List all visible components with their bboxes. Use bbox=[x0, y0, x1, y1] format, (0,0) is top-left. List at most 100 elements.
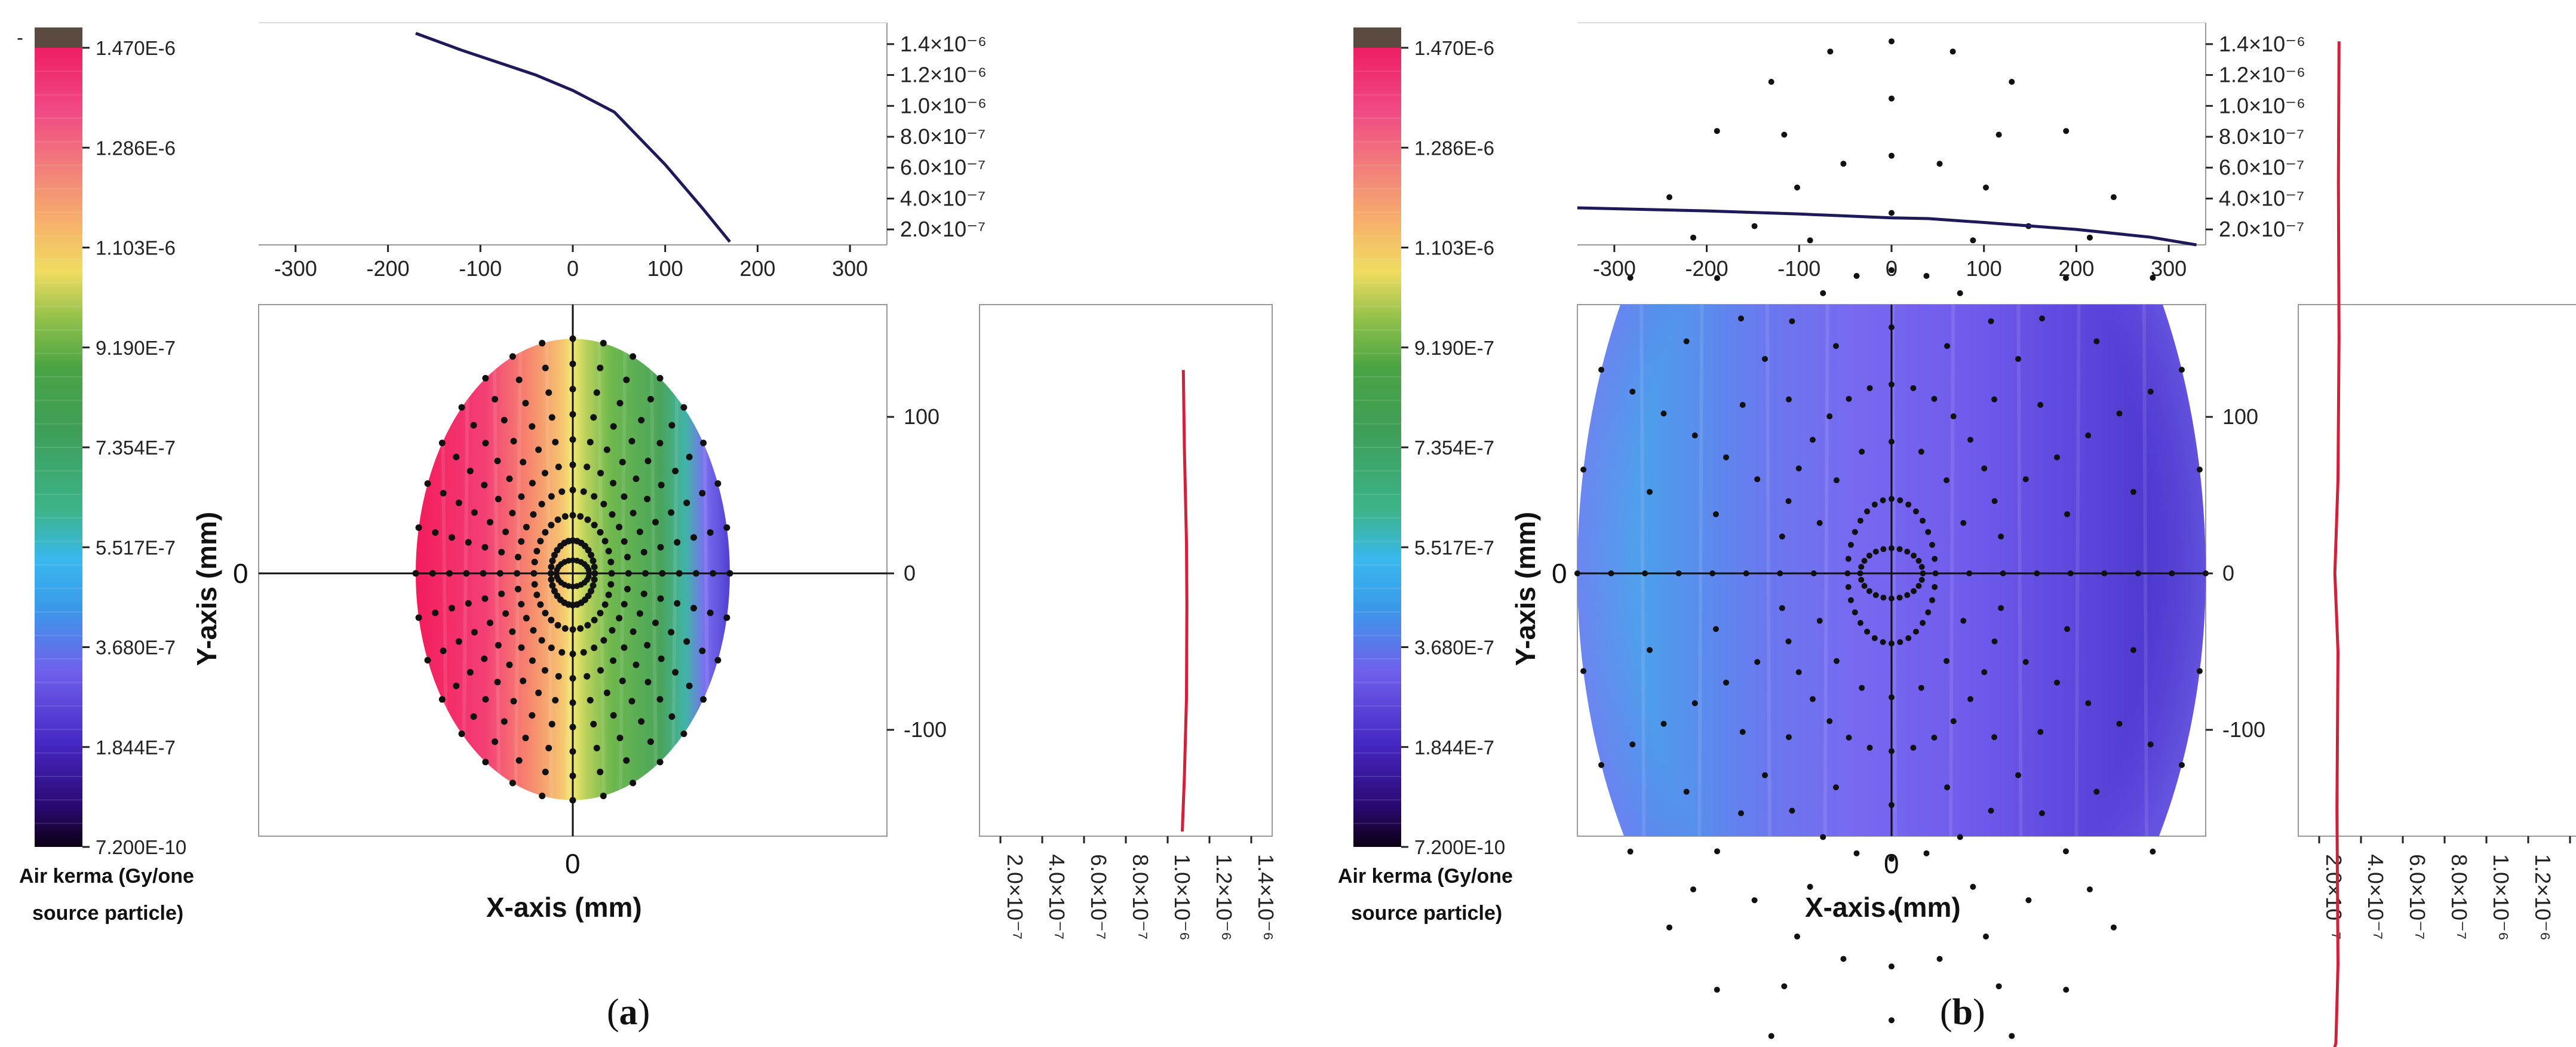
measurement-point bbox=[1991, 638, 1998, 644]
top-profile-x-tick-label: -100 bbox=[459, 256, 502, 281]
measurement-point bbox=[509, 628, 516, 635]
measurement-point bbox=[591, 563, 598, 570]
measurement-point bbox=[1910, 744, 1917, 751]
measurement-point bbox=[539, 340, 546, 347]
measurement-point bbox=[587, 438, 594, 446]
measurement-point bbox=[1889, 496, 1895, 502]
measurement-point bbox=[1810, 570, 1817, 576]
measurement-point bbox=[1889, 152, 1895, 159]
measurement-point bbox=[1809, 696, 1816, 702]
measurement-point bbox=[1998, 605, 2004, 612]
top-profile-y-tick-label: 6.0×10⁻⁷ bbox=[2219, 155, 2304, 180]
measurement-point bbox=[569, 512, 576, 519]
top-profile-x-tick-label: 100 bbox=[1966, 256, 2002, 281]
measurement-point bbox=[621, 644, 628, 651]
measurement-point bbox=[542, 769, 549, 776]
side-profile-line bbox=[1181, 370, 1189, 832]
measurement-point bbox=[523, 615, 530, 622]
measurement-point bbox=[496, 570, 503, 577]
measurement-point bbox=[707, 529, 714, 536]
measurement-point bbox=[1845, 555, 1852, 562]
measurement-point bbox=[2178, 367, 2185, 373]
measurement-point bbox=[569, 486, 576, 493]
measurement-point bbox=[680, 404, 687, 411]
measurement-point bbox=[1844, 570, 1851, 576]
measurement-point bbox=[569, 675, 576, 682]
measurement-point bbox=[1929, 597, 1936, 603]
colorbar-title-line2: source particle) bbox=[1351, 902, 1502, 925]
top-profile-x-tick-label: -300 bbox=[274, 256, 317, 281]
center-ring-point bbox=[1918, 564, 1925, 570]
measurement-point bbox=[1880, 639, 1886, 646]
measurement-point bbox=[1932, 555, 1938, 562]
measurement-point bbox=[2085, 700, 2092, 707]
measurement-point bbox=[1714, 987, 1720, 993]
colorbar-title-line1: Air kerma (Gy/one bbox=[19, 865, 194, 888]
measurement-point bbox=[522, 735, 529, 742]
measurement-point bbox=[1889, 324, 1895, 331]
measurement-point bbox=[531, 558, 538, 566]
measurement-point bbox=[518, 644, 525, 651]
measurement-point bbox=[509, 509, 516, 517]
measurement-point bbox=[623, 376, 630, 383]
measurement-point bbox=[529, 423, 536, 430]
measurement-point bbox=[1754, 659, 1761, 665]
measurement-point bbox=[2064, 626, 2071, 633]
top-profile-y-tick-label: 1.2×10⁻⁶ bbox=[900, 63, 987, 87]
measurement-point bbox=[656, 374, 664, 382]
measurement-point bbox=[569, 626, 576, 633]
side-profile-x-tick-label: 1.0×10⁻⁶ bbox=[2489, 854, 2513, 941]
measurement-point bbox=[652, 619, 659, 627]
measurement-point bbox=[1864, 508, 1871, 515]
top-profile-y-tick-label: 6.0×10⁻⁷ bbox=[900, 155, 985, 180]
measurement-point bbox=[2015, 355, 2022, 362]
measurement-point bbox=[558, 649, 566, 656]
top-profile-x-tick-label: -200 bbox=[367, 256, 410, 281]
measurement-point bbox=[1751, 897, 1758, 904]
measurement-point bbox=[1781, 983, 1788, 990]
center-ring-point bbox=[1866, 552, 1872, 559]
measurement-point bbox=[591, 493, 598, 500]
measurement-point bbox=[2093, 338, 2100, 345]
measurement-point bbox=[1751, 223, 1758, 229]
measurement-point bbox=[1957, 290, 1963, 296]
top-profile-x-tick-label: -300 bbox=[1593, 256, 1636, 281]
measurement-point bbox=[1912, 628, 1919, 635]
measurement-point bbox=[1580, 466, 1587, 473]
measurement-point bbox=[535, 446, 542, 453]
center-ring-point bbox=[1896, 546, 1903, 552]
measurement-point bbox=[2116, 720, 2123, 727]
center-ring-point bbox=[1858, 564, 1865, 570]
measurement-point bbox=[680, 730, 687, 738]
measurement-point bbox=[1923, 850, 1930, 856]
measurement-point bbox=[539, 793, 546, 800]
measurement-point bbox=[674, 600, 681, 607]
panel-b: 7.200E-10 1.844E-7 3.680E-7 5.517E-7 7.354E-… bbox=[1338, 22, 2576, 1047]
measurement-point bbox=[1983, 184, 1989, 191]
measurement-point bbox=[640, 549, 647, 556]
measurement-point bbox=[2063, 987, 2070, 993]
measurement-point bbox=[2063, 128, 2070, 134]
measurement-point bbox=[1714, 848, 1721, 855]
top-profile-line bbox=[415, 32, 731, 243]
measurement-points bbox=[412, 335, 733, 804]
measurement-point bbox=[548, 616, 555, 624]
top-profile-y-tick-label: 2.0×10⁻⁷ bbox=[900, 217, 985, 241]
measurement-point bbox=[690, 534, 697, 541]
measurement-point bbox=[1905, 501, 1912, 508]
measurement-point bbox=[1761, 772, 1768, 778]
measurement-point bbox=[597, 469, 604, 477]
measurement-point bbox=[492, 395, 499, 403]
measurement-point bbox=[455, 499, 462, 506]
measurement-point bbox=[676, 570, 683, 577]
measurement-point bbox=[2062, 848, 2069, 855]
measurement-point bbox=[458, 730, 465, 738]
measurement-point bbox=[601, 601, 609, 608]
measurement-point bbox=[2196, 466, 2203, 473]
colorbar-tick-label: 3.680E-7 bbox=[96, 637, 176, 659]
measurement-point bbox=[714, 480, 721, 487]
measurement-point bbox=[569, 650, 576, 658]
measurement-point bbox=[1889, 38, 1895, 45]
measurement-point bbox=[569, 385, 576, 392]
